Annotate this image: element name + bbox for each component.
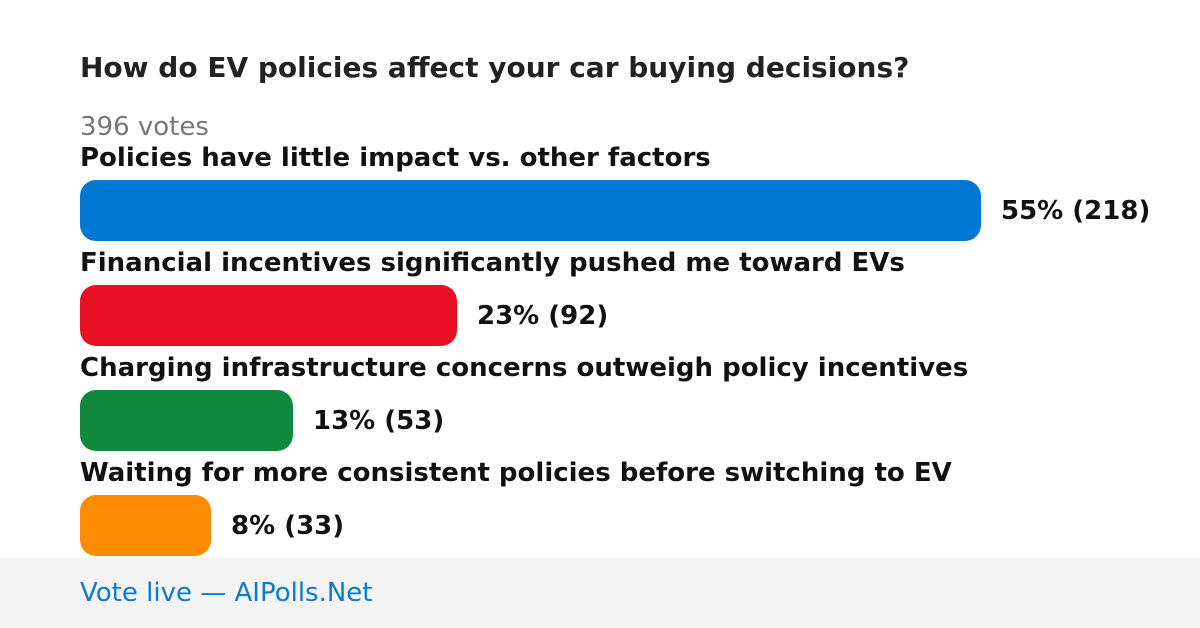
result-bar	[80, 495, 211, 556]
result-bar	[80, 390, 293, 451]
poll-option: Charging infrastructure concerns outweig…	[80, 350, 1180, 455]
poll-option: Waiting for more consistent policies bef…	[80, 455, 1180, 560]
result-bar	[80, 285, 457, 346]
poll-option: Financial incentives significantly pushe…	[80, 245, 1180, 350]
poll-question: How do EV policies affect your car buyin…	[80, 51, 910, 84]
result-value-label: 55% (218)	[1001, 195, 1151, 226]
poll-options: Policies have little impact vs. other fa…	[80, 140, 1180, 560]
option-bar-row: 55% (218)	[80, 180, 1150, 241]
footer-bar: Vote live — AIPolls.Net	[0, 558, 1200, 628]
option-bar-row: 13% (53)	[80, 390, 444, 451]
option-label: Charging infrastructure concerns outweig…	[80, 353, 969, 383]
option-bar-row: 23% (92)	[80, 285, 608, 346]
vote-count: 396 votes	[80, 112, 209, 142]
option-label: Financial incentives significantly pushe…	[80, 248, 905, 278]
result-bar	[80, 180, 981, 241]
option-label: Policies have little impact vs. other fa…	[80, 143, 711, 173]
result-value-label: 8% (33)	[231, 510, 345, 541]
result-value-label: 23% (92)	[477, 300, 609, 331]
poll-option: Policies have little impact vs. other fa…	[80, 140, 1180, 245]
result-value-label: 13% (53)	[313, 405, 445, 436]
option-label: Waiting for more consistent policies bef…	[80, 458, 952, 488]
option-bar-row: 8% (33)	[80, 495, 344, 556]
vote-live-link[interactable]: Vote live — AIPolls.Net	[80, 578, 373, 608]
